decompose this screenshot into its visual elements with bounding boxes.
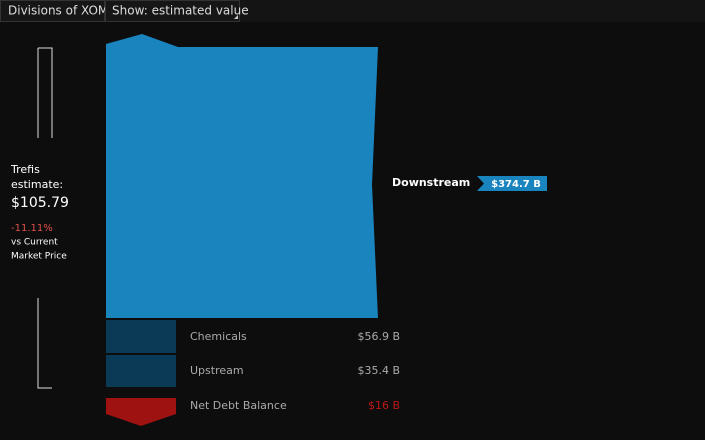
tab[interactable] xyxy=(0,0,105,22)
division-value: $56.9 B xyxy=(357,330,400,343)
division-value: $16 B xyxy=(368,399,400,412)
division-name: Downstream xyxy=(392,176,470,189)
tab-label[interactable]: Divisions of XOM xyxy=(8,4,108,18)
tab-label[interactable]: Show: estimated value xyxy=(112,4,249,18)
division-block[interactable] xyxy=(106,398,176,426)
estimate-label: Trefis xyxy=(10,163,40,176)
bracket xyxy=(37,47,52,389)
division-block[interactable] xyxy=(106,355,176,387)
division-block[interactable] xyxy=(106,320,176,353)
division-name: Upstream xyxy=(190,364,244,377)
value-tag xyxy=(477,176,547,191)
estimate-label: estimate: xyxy=(11,178,63,191)
division-block[interactable] xyxy=(106,34,378,318)
estimate-note: vs Current xyxy=(11,238,58,248)
dropdown-arrow xyxy=(234,15,238,19)
division-value: $374.7 B xyxy=(491,179,541,190)
tab[interactable] xyxy=(105,0,240,22)
division-value: $35.4 B xyxy=(357,364,400,377)
division-name: Net Debt Balance xyxy=(190,399,287,412)
estimate-note: Market Price xyxy=(11,252,67,262)
division-name: Chemicals xyxy=(190,330,247,343)
estimate-price: $105.79 xyxy=(11,195,69,211)
estimate-change: -11.11% xyxy=(11,223,53,234)
